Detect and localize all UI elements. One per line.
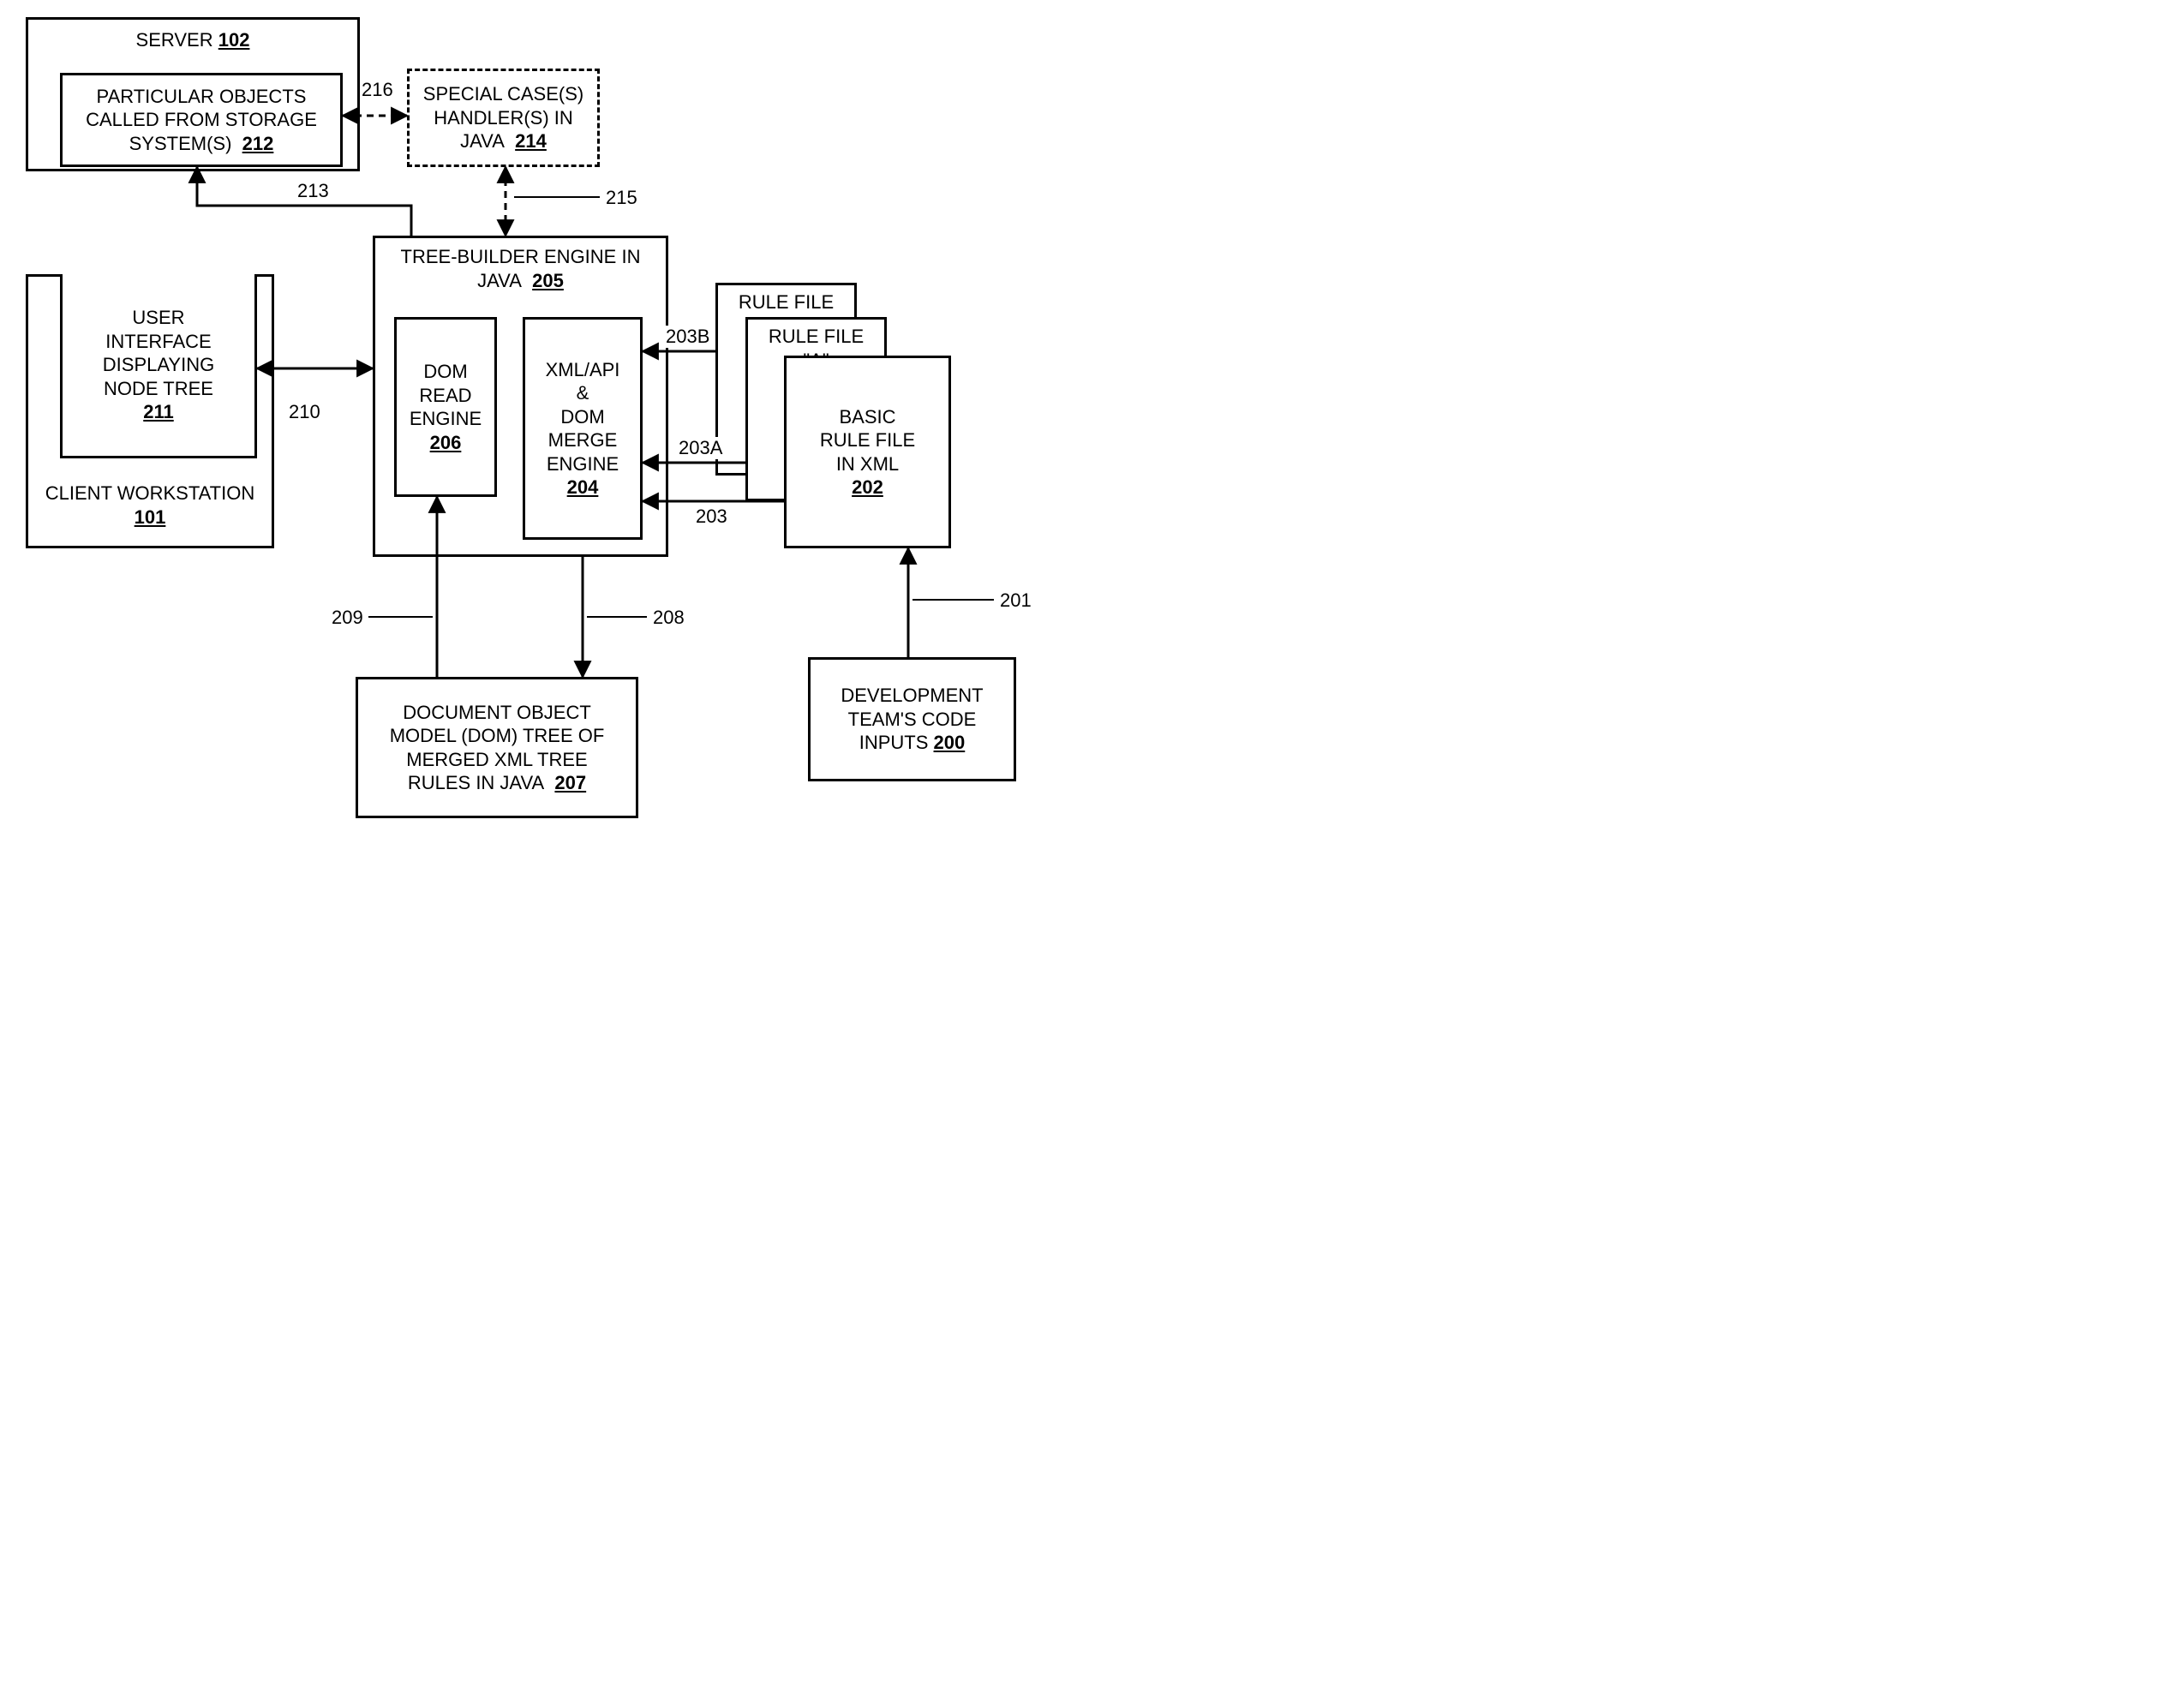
node-basicrule: BASIC RULE FILE IN XML202	[784, 356, 951, 548]
edge-label-216: 216	[360, 79, 395, 101]
edge-label-208: 208	[651, 607, 686, 629]
node-domread: DOM READ ENGINE206	[394, 317, 497, 497]
node-domread-label: DOM READ ENGINE206	[410, 360, 482, 454]
edge-label-213: 213	[296, 180, 331, 202]
node-storage-label: PARTICULAR OBJECTS CALLED FROM STORAGE S…	[86, 85, 317, 156]
node-devteam-label: DEVELOPMENT TEAM'S CODE INPUTS 200	[841, 684, 983, 755]
edge-label-210: 210	[287, 401, 322, 423]
node-ui: USER INTERFACE DISPLAYING NODE TREE211	[60, 274, 257, 458]
edge-label-215: 215	[604, 187, 639, 209]
node-special-label: SPECIAL CASE(S) HANDLER(S) IN JAVA 214	[423, 82, 583, 153]
node-storage: PARTICULAR OBJECTS CALLED FROM STORAGE S…	[60, 73, 343, 167]
node-xmlmerge-label: XML/API & DOM MERGE ENGINE204	[546, 358, 620, 500]
node-basicrule-label: BASIC RULE FILE IN XML202	[820, 405, 915, 500]
node-client-label: CLIENT WORKSTATION101	[45, 482, 254, 529]
diagram-canvas: SERVER 102 PARTICULAR OBJECTS CALLED FRO…	[0, 0, 1092, 840]
edge-label-203: 203	[694, 505, 729, 528]
node-treebuilder-label: TREE-BUILDER ENGINE IN JAVA 205	[401, 245, 641, 292]
edge-label-203b: 203B	[664, 326, 711, 348]
node-ui-label: USER INTERFACE DISPLAYING NODE TREE211	[103, 306, 214, 424]
edge-label-209: 209	[330, 607, 365, 629]
node-xmlmerge: XML/API & DOM MERGE ENGINE204	[523, 317, 643, 540]
edge-label-203a: 203A	[677, 437, 724, 459]
edge-label-201: 201	[998, 589, 1033, 612]
node-domtree-label: DOCUMENT OBJECT MODEL (DOM) TREE OF MERG…	[390, 701, 605, 795]
node-special: SPECIAL CASE(S) HANDLER(S) IN JAVA 214	[407, 69, 600, 167]
node-devteam: DEVELOPMENT TEAM'S CODE INPUTS 200	[808, 657, 1016, 781]
node-server-label: SERVER 102	[136, 28, 250, 52]
node-domtree: DOCUMENT OBJECT MODEL (DOM) TREE OF MERG…	[356, 677, 638, 818]
